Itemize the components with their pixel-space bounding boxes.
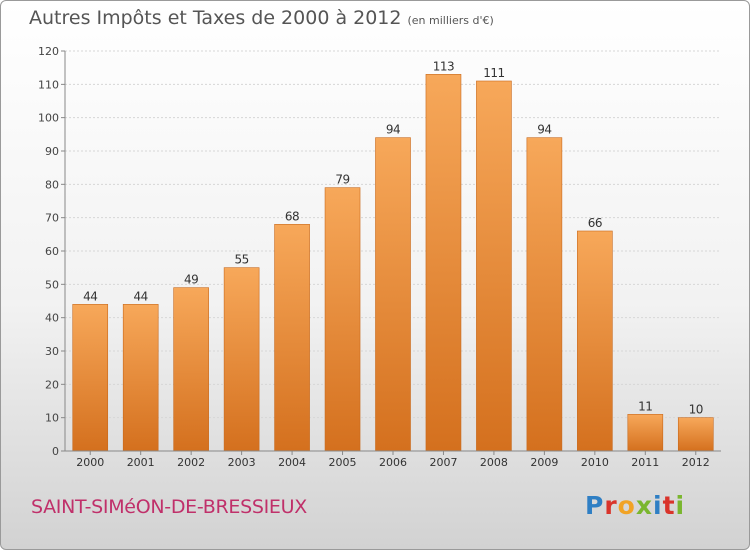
bar-value-label: 49: [184, 273, 198, 287]
y-tick-label: 30: [45, 345, 59, 358]
x-tick-label: 2008: [480, 456, 508, 469]
x-tick-label: 2011: [631, 456, 659, 469]
y-tick-label: 20: [45, 378, 59, 391]
x-tick-label: 2000: [76, 456, 104, 469]
x-tick-label: 2007: [429, 456, 457, 469]
bar: [122, 304, 159, 452]
chart-title: Autres Impôts et Taxes de 2000 à 2012 (en…: [29, 7, 494, 29]
x-tick-label: 2003: [228, 456, 256, 469]
logo-letter: t: [662, 491, 676, 520]
bar-value-label: 79: [335, 173, 349, 187]
bar: [577, 230, 613, 452]
bar: [72, 304, 109, 452]
y-tick-label: 60: [45, 245, 59, 258]
x-tick-label: 2006: [379, 456, 407, 469]
logo-letter: i: [653, 491, 663, 520]
bar-value-label: 10: [689, 403, 703, 417]
y-tick-label: 120: [38, 45, 59, 58]
logo-letter: o: [617, 491, 636, 520]
bar-value-label: 111: [483, 66, 504, 80]
logo-letter: r: [604, 491, 618, 520]
bar: [677, 417, 714, 452]
y-tick-label: 80: [45, 178, 59, 191]
bar: [223, 267, 260, 452]
x-tick-label: 2005: [329, 456, 357, 469]
bar: [425, 74, 462, 452]
bar: [274, 224, 310, 452]
bar-value-label: 66: [588, 216, 602, 230]
y-tick-label: 10: [45, 412, 59, 425]
bar-value-label: 44: [134, 289, 148, 303]
y-tick-label: 110: [38, 78, 59, 91]
y-tick-label: 0: [52, 445, 59, 458]
proxiti-logo: Proxiti: [585, 491, 685, 520]
bar-value-label: 113: [433, 59, 454, 73]
y-tick-label: 50: [45, 278, 59, 291]
x-tick-label: 2012: [682, 456, 710, 469]
bar-value-label: 44: [83, 289, 97, 303]
chart-title-text: Autres Impôts et Taxes de 2000 à 2012: [29, 7, 402, 29]
logo-letter: P: [585, 491, 605, 520]
x-tick-label: 2010: [581, 456, 609, 469]
bar: [476, 80, 512, 452]
x-tick-label: 2004: [278, 456, 306, 469]
x-tick-label: 2002: [177, 456, 205, 469]
bar: [627, 414, 664, 452]
y-tick-label: 70: [45, 212, 59, 225]
x-tick-label: 2009: [530, 456, 558, 469]
commune-name: SAINT-SIMéON-DE-BRESSIEUX: [31, 496, 307, 518]
y-tick-label: 100: [38, 112, 59, 125]
bar: [375, 137, 411, 452]
bar: [324, 187, 361, 452]
bar: [526, 137, 563, 452]
bar-value-label: 11: [638, 399, 652, 413]
bar: [173, 287, 209, 452]
y-tick-label: 40: [45, 312, 59, 325]
bar-value-label: 55: [234, 253, 248, 267]
bar-value-label: 94: [537, 123, 551, 137]
x-tick-label: 2001: [127, 456, 155, 469]
y-tick-label: 90: [45, 145, 59, 158]
chart-title-unit: (en milliers d'€): [407, 14, 494, 27]
logo-letter: x: [635, 491, 653, 520]
bar-value-label: 94: [386, 123, 400, 137]
logo-letter: i: [675, 491, 686, 520]
bar-value-label: 68: [285, 209, 299, 223]
